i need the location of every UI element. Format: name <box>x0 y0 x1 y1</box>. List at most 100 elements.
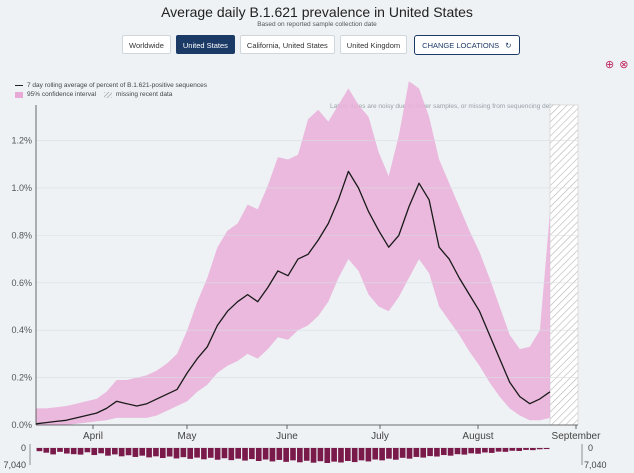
sample-count-bar <box>324 448 331 463</box>
sample-count-bar <box>221 448 228 459</box>
sample-count-bar <box>159 448 166 459</box>
sample-count-bar <box>276 448 283 460</box>
sample-count-bar <box>488 448 495 453</box>
sample-count-bar <box>310 448 317 463</box>
sample-count-bar <box>214 448 221 460</box>
legend-ci-swatch <box>15 91 23 98</box>
sample-count-bar <box>43 448 50 453</box>
y-tick-label: 1.2% <box>11 136 32 146</box>
sample-count-bar <box>84 448 91 453</box>
sample-count-bar <box>482 448 488 453</box>
chart-subtitle: Based on reported sample collection date <box>257 21 377 28</box>
sample-count-bar <box>454 448 461 455</box>
sample-count-bar <box>420 448 427 458</box>
sample-count-bar <box>468 448 475 454</box>
sample-count-bar <box>297 448 303 463</box>
x-tick-label: July <box>371 431 389 442</box>
sample-count-bar <box>228 448 235 461</box>
legend-missing-label: missing recent data <box>116 91 173 98</box>
sample-axis-left-bottom: 7,040 <box>3 460 26 470</box>
sample-count-bar <box>105 448 111 456</box>
y-tick-label: 0.4% <box>11 325 32 335</box>
sample-count-bar <box>338 448 344 463</box>
sample-count-bar <box>283 448 289 462</box>
sample-count-bar <box>77 448 84 455</box>
sample-axis-left-top: 0 <box>21 443 26 453</box>
location-button-california[interactable]: California, United States <box>239 35 335 54</box>
sample-count-bar <box>543 448 550 450</box>
sample-count-bar <box>303 448 310 461</box>
location-selector: Worldwide United States California, Unit… <box>122 35 520 55</box>
sample-count-bar <box>317 448 324 462</box>
sample-count-bar <box>57 448 63 452</box>
sample-count-bar <box>132 448 139 457</box>
sample-axis-right-top: 0 <box>588 443 593 453</box>
sample-count-bar <box>379 448 385 461</box>
missing-data-region <box>549 104 579 426</box>
sample-count-bar <box>516 448 522 451</box>
y-tick-label: 0.2% <box>11 373 32 383</box>
y-tick-label: 0.8% <box>11 230 32 240</box>
sample-count-bar <box>173 448 180 459</box>
sample-count-bar <box>269 448 276 462</box>
sample-count-bar <box>98 448 104 454</box>
sample-count-bar <box>509 448 516 451</box>
sample-count-bar <box>166 448 173 457</box>
sample-count-bar <box>180 448 187 458</box>
sample-count-bar <box>399 448 406 458</box>
legend-line-label: 7 day rolling average of percent of B.1.… <box>27 82 207 89</box>
sample-count-bar <box>64 448 70 454</box>
x-tick-label: August <box>462 431 493 442</box>
sample-count-bar <box>440 448 447 456</box>
sample-count-bar <box>153 448 159 457</box>
sample-count-bar <box>365 448 372 462</box>
refresh-icon: ↻ <box>505 41 512 50</box>
location-button-united-kingdom[interactable]: United Kingdom <box>339 35 408 54</box>
sample-count-bar <box>111 448 118 455</box>
sample-count-bar <box>146 448 152 458</box>
sample-count-bar <box>536 448 543 450</box>
sample-count-bar <box>331 448 337 462</box>
legend-item-ci: 95% confidence interval missing recent d… <box>15 90 207 99</box>
legend-missing-swatch <box>104 91 113 98</box>
sample-count-bar <box>207 448 214 458</box>
sample-count-bar <box>530 448 536 451</box>
y-tick-label: 0.6% <box>11 278 32 288</box>
zoom-in-icon[interactable]: ⊕ <box>605 59 615 71</box>
sample-count-bar <box>290 448 296 461</box>
location-button-worldwide[interactable]: Worldwide <box>122 35 171 54</box>
legend-ci-label: 95% confidence interval <box>27 91 97 98</box>
sample-count-bar <box>406 448 413 459</box>
sample-count-bar <box>434 448 440 457</box>
x-tick-label: April <box>83 431 103 442</box>
noisy-data-note: Latest dates are noisy due to fewer samp… <box>330 103 561 110</box>
sample-count-bar <box>461 448 468 455</box>
sample-count-bar <box>201 448 207 460</box>
sample-count-bar <box>392 448 399 460</box>
x-tick-label: June <box>276 431 298 442</box>
sample-axis-right-bottom: 7,040 <box>584 460 607 470</box>
sample-count-bar <box>194 448 200 458</box>
sample-count-bar <box>125 448 132 456</box>
x-tick-label: September <box>552 431 602 442</box>
sample-count-bar <box>242 448 248 461</box>
rolling-average-line <box>35 170 551 425</box>
sample-count-bar <box>447 448 454 456</box>
y-tick-label: 0.0% <box>11 420 32 430</box>
sample-count-bar <box>70 448 77 455</box>
change-locations-button[interactable]: CHANGE LOCATIONS ↻ <box>414 35 520 55</box>
sample-count-bar <box>502 448 509 452</box>
sample-count-bar <box>139 448 146 456</box>
sample-count-bar <box>36 448 43 452</box>
sample-count-bar <box>262 448 269 460</box>
reset-zoom-icon[interactable]: ⊗ <box>619 59 629 71</box>
legend: 7 day rolling average of percent of B.1.… <box>15 81 207 99</box>
sample-count-bar <box>475 448 481 454</box>
sample-count-bar <box>427 448 433 457</box>
sample-count-bar <box>235 448 241 459</box>
zoom-controls: ⊕ ⊗ <box>605 60 628 71</box>
sample-count-bar <box>351 448 358 463</box>
sample-count-bar <box>249 448 255 460</box>
location-button-united-states[interactable]: United States <box>175 35 235 54</box>
